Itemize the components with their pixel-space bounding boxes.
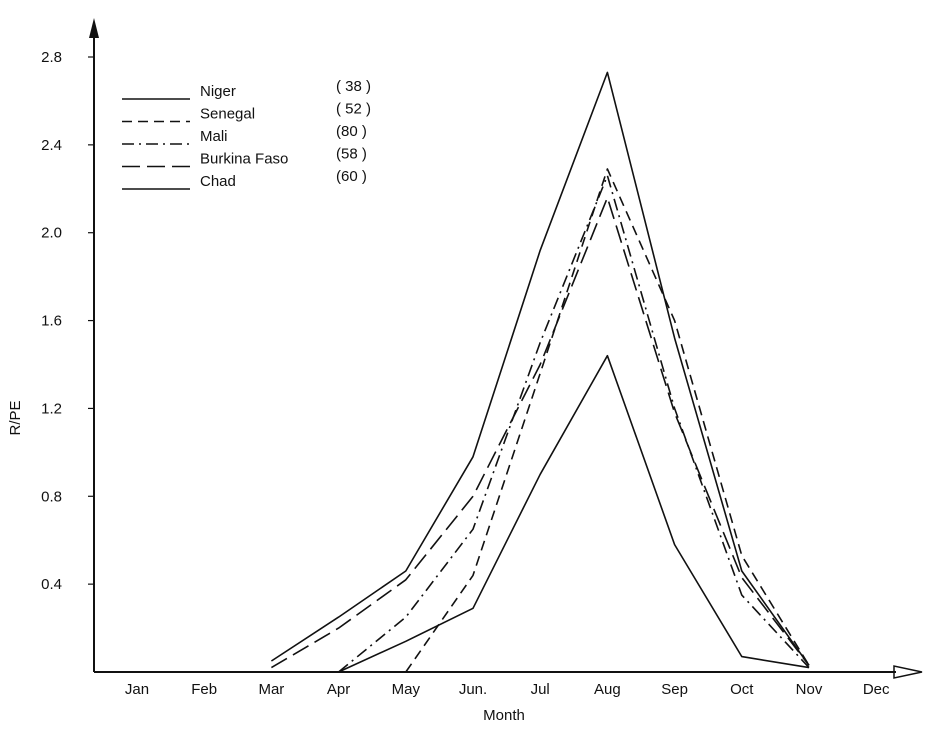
x-tick-label: Aug: [594, 681, 621, 698]
y-axis-arrow: [89, 18, 99, 38]
x-axis-title: Month: [483, 707, 525, 724]
y-tick-label: 1.6: [41, 313, 62, 330]
y-tick-label: 0.8: [41, 488, 62, 505]
y-tick-label: 0.4: [41, 576, 62, 593]
legend-note: ( 52 ): [336, 101, 371, 118]
x-tick-label: Mar: [258, 681, 284, 698]
x-tick-label: Feb: [191, 681, 217, 698]
series-line-mali: [338, 174, 810, 673]
y-tick-label: 2.8: [41, 49, 62, 66]
series-line-senegal: [405, 168, 810, 673]
y-ticks: 2.8 2.4 2.0 1.6 1.2 0.8 0.4: [41, 49, 94, 593]
legend-note: (58 ): [336, 146, 367, 163]
x-axis-arrow: [893, 665, 923, 679]
x-tick-label: Sep: [661, 681, 688, 698]
x-tick-label: Jul: [531, 681, 550, 698]
legend-note: ( 38 ): [336, 78, 371, 95]
x-tick-label: Dec: [863, 681, 890, 698]
x-tick-label: Jun.: [459, 681, 487, 698]
x-tick-label: Oct: [730, 681, 754, 698]
series-line-niger: [338, 354, 810, 673]
legend-note: (60 ): [336, 168, 367, 185]
x-tick-label: Apr: [327, 681, 350, 698]
legend-label: Chad: [200, 173, 236, 190]
y-axis-title: R/PE: [7, 400, 24, 435]
legend-label: Burkina Faso: [200, 151, 288, 168]
legend-label: Senegal: [200, 106, 255, 123]
x-tick-label: Nov: [796, 681, 823, 698]
legend: Niger ( 38 ) Senegal ( 52 ) Mali (80 ) Burkina…: [122, 78, 371, 190]
x-tick-label: May: [392, 681, 421, 698]
y-tick-label: 2.4: [41, 137, 62, 154]
series-lines: [270, 71, 810, 673]
series-line-chad: [270, 71, 810, 666]
y-tick-label: 2.0: [41, 225, 62, 242]
legend-label: Mali: [200, 128, 228, 145]
x-ticks: Jan Feb Mar Apr May Jun. Jul Aug Sep Oct Nov Dec: [125, 681, 890, 698]
y-tick-label: 1.2: [41, 400, 62, 417]
legend-note: (80 ): [336, 123, 367, 140]
axes: [89, 18, 923, 679]
series-line-burkina-faso: [270, 196, 810, 669]
legend-label: Niger: [200, 83, 236, 100]
x-tick-label: Jan: [125, 681, 149, 698]
